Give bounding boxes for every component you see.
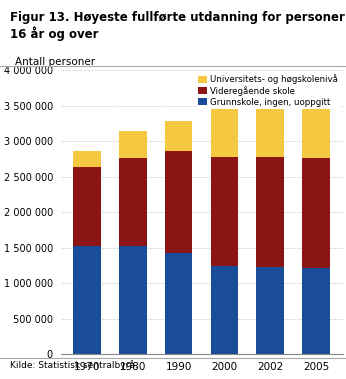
Bar xyxy=(165,151,192,253)
Text: Figur 13. Høyeste fullførte utdanning for personer
16 år og over: Figur 13. Høyeste fullførte utdanning fo… xyxy=(10,11,345,41)
Bar xyxy=(211,157,238,266)
Bar xyxy=(256,157,284,267)
Bar xyxy=(302,94,330,158)
Bar xyxy=(73,167,101,246)
Bar xyxy=(165,121,192,151)
Bar xyxy=(211,102,238,157)
Bar xyxy=(119,131,147,158)
Legend: Universitets- og høgskolenivå, Videregående skole, Grunnskole, ingen, uoppgitt: Universitets- og høgskolenivå, Videregåe… xyxy=(196,72,341,109)
Bar xyxy=(119,246,147,354)
Bar xyxy=(256,267,284,354)
Text: Antall personer: Antall personer xyxy=(16,57,95,67)
Bar xyxy=(302,158,330,268)
Bar xyxy=(119,158,147,246)
Text: Kilde: Statistisk sentralbyrå.: Kilde: Statistisk sentralbyrå. xyxy=(10,360,138,370)
Bar xyxy=(211,266,238,354)
Bar xyxy=(256,101,284,157)
Bar xyxy=(165,253,192,354)
Bar xyxy=(302,268,330,354)
Bar xyxy=(73,246,101,354)
Bar xyxy=(73,151,101,167)
